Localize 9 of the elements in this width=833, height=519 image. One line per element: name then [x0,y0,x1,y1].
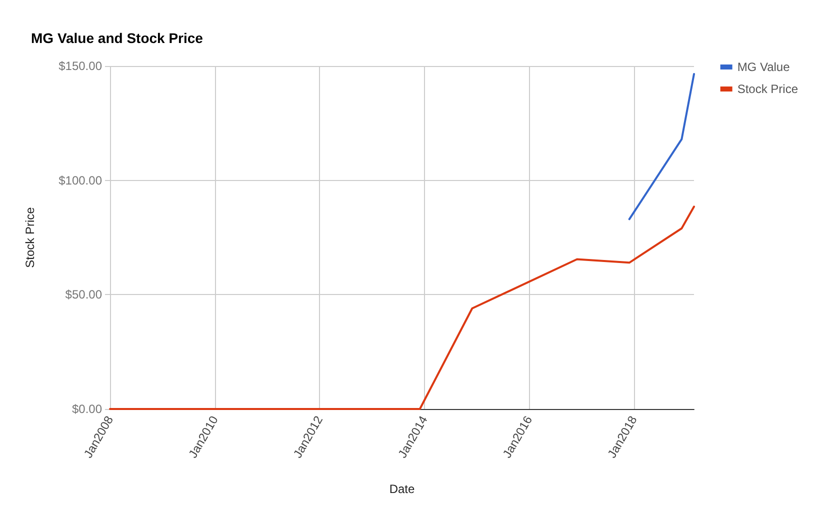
legend-label: MG Value [737,60,790,74]
y-tick-label: $150.00 [58,59,102,73]
y-tick-label: $50.00 [65,288,102,302]
y-tick-label: $100.00 [58,173,102,188]
y-axis-title: Stock Price [23,206,37,268]
legend-label: Stock Price [737,82,798,96]
chart-title: MG Value and Stock Price [31,30,204,46]
x-axis-title: Date [389,482,415,496]
y-tick-label: $0.00 [72,402,102,416]
